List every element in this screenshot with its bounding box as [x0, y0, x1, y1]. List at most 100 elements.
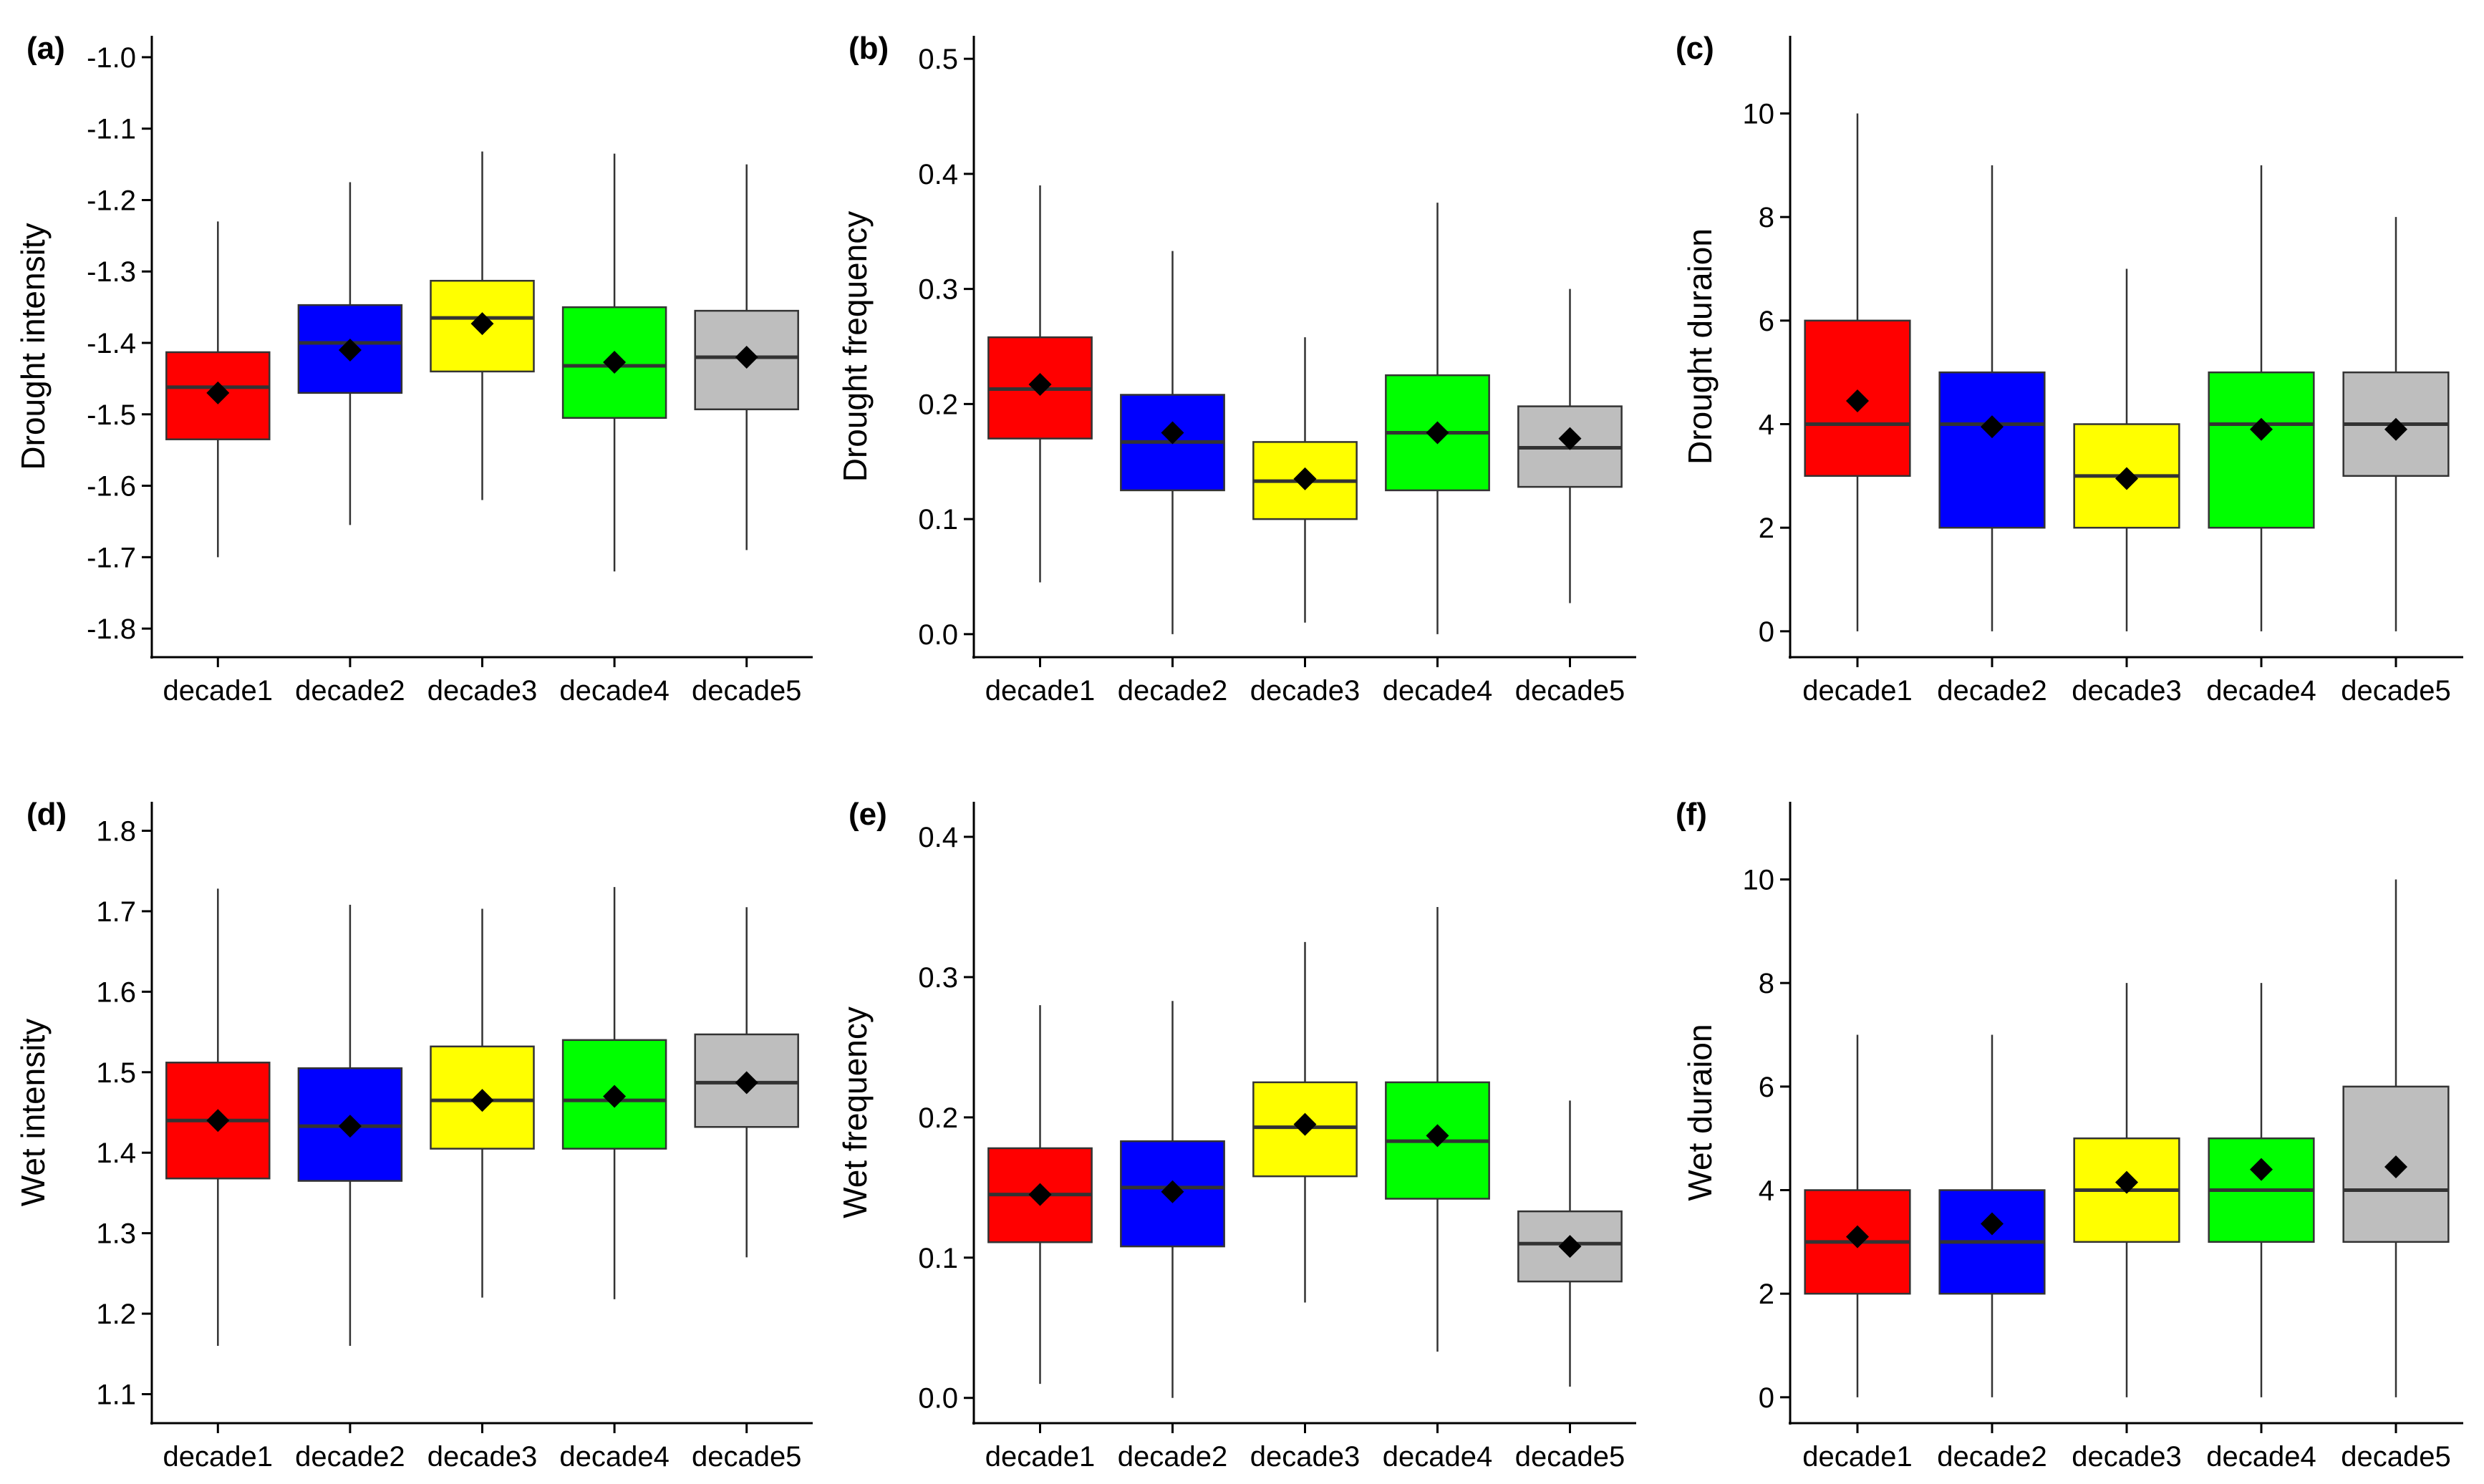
box-decade1 [987, 185, 1093, 583]
mean-marker [2115, 467, 2138, 490]
x-tick-label: decade4 [559, 1441, 669, 1473]
x-tick-label: decade4 [1383, 675, 1492, 707]
box-iqr [2208, 371, 2315, 529]
box-decade4 [561, 887, 667, 1299]
box-iqr [694, 1033, 799, 1128]
mean-marker [1426, 421, 1449, 445]
x-tick-label: decade3 [2072, 1441, 2181, 1473]
mean-marker [735, 1071, 758, 1095]
mean-marker [2384, 417, 2407, 441]
x-tick-label: decade3 [1250, 675, 1360, 707]
x-tick-label: decade4 [559, 675, 669, 707]
box-decade5 [694, 907, 799, 1258]
y-tick-label: 0.1 [918, 504, 958, 535]
x-tick-label: decade5 [1515, 1441, 1625, 1473]
box-decade4 [2208, 983, 2315, 1397]
box-iqr [1938, 371, 2046, 529]
panel-2: 0.0 0.1 0.2 0.3 0.4 0.5 decade1 decade2 decade3 d… [836, 31, 1636, 707]
y-tick-label: 1.6 [96, 976, 136, 1008]
y-tick-label: 0.2 [918, 389, 958, 420]
y-tick-label: 0.0 [918, 1383, 958, 1415]
y-tick-label: 0.1 [918, 1243, 958, 1274]
x-tick-label: decade5 [692, 1441, 801, 1473]
box-decade3 [2073, 268, 2180, 631]
x-tick-label: decade5 [1515, 675, 1625, 707]
y-tick-label: -1.8 [87, 614, 136, 645]
y-tick-label: 2 [1759, 513, 1774, 544]
panel-letter: (f) [1676, 797, 1707, 832]
y-tick-label: 1.2 [96, 1299, 136, 1330]
box-decade4 [1385, 906, 1490, 1352]
y-tick-label: 0.0 [918, 619, 958, 651]
x-tick-label: decade1 [1802, 1441, 1912, 1473]
box-decade5 [1517, 288, 1623, 603]
x-tick-label: decade1 [985, 675, 1095, 707]
box-decade2 [1120, 251, 1225, 634]
y-tick-label: 4 [1759, 409, 1774, 441]
mean-marker [1981, 1212, 2004, 1236]
box-decade1 [1804, 113, 1911, 631]
x-tick-label: decade5 [2341, 1441, 2450, 1473]
y-tick-label: 0.2 [918, 1102, 958, 1134]
y-tick-label: -1.3 [87, 256, 136, 288]
mean-marker [2384, 1155, 2407, 1178]
mean-marker [1558, 427, 1582, 450]
mean-marker [1028, 1183, 1052, 1206]
box-decade3 [2073, 983, 2180, 1397]
x-tick-label: decade1 [163, 675, 273, 707]
x-tick-label: decade2 [1937, 675, 2046, 707]
y-tick-label: 0.4 [918, 159, 958, 190]
y-tick-label: 1.8 [96, 815, 136, 847]
box-decade3 [1252, 337, 1358, 623]
y-tick-label: 1.4 [96, 1138, 136, 1169]
y-tick-label: 1.1 [96, 1379, 136, 1411]
y-tick-label: 8 [1759, 202, 1774, 233]
y-tick-label: 10 [1743, 865, 1775, 896]
y-axis-title: Wet duraion [1681, 1024, 1719, 1201]
y-tick-label: 4 [1759, 1175, 1774, 1207]
box-decade1 [1804, 1034, 1911, 1397]
y-axis-title: Drought duraion [1681, 228, 1719, 465]
mean-marker [2250, 1158, 2273, 1181]
panel-3: 0 2 4 6 8 10 decade1 decade2 decade3 decade4 decad… [1676, 31, 2463, 707]
panel-6: 0 2 4 6 8 10 decade1 decade2 decade3 decade4 decad… [1676, 797, 2463, 1473]
x-tick-label: decade3 [427, 1441, 537, 1473]
y-tick-label: -1.1 [87, 114, 136, 145]
box-decade4 [2208, 165, 2315, 631]
y-axis-title: Wet frequency [836, 1007, 874, 1218]
box-decade4 [1385, 203, 1490, 634]
panel-letter: (d) [26, 797, 67, 832]
mean-marker [1558, 1235, 1582, 1259]
mean-marker [1161, 1180, 1184, 1203]
mean-marker [470, 1089, 494, 1112]
panel-4: 1.1 1.2 1.3 1.4 1.5 1.6 1.7 1.8 decade1 decade2 de… [14, 797, 813, 1473]
mean-marker [1426, 1124, 1449, 1148]
box-decade3 [1252, 941, 1358, 1303]
panel-letter: (a) [26, 31, 65, 66]
mean-marker [1028, 373, 1052, 397]
y-tick-label: 0 [1759, 616, 1774, 648]
y-tick-label: 10 [1743, 99, 1775, 130]
box-decade2 [297, 904, 403, 1347]
mean-marker [1846, 1225, 1869, 1248]
y-tick-label: 0 [1759, 1382, 1774, 1414]
box-decade1 [165, 221, 271, 558]
y-tick-label: -1.7 [87, 542, 136, 573]
x-tick-label: decade4 [2206, 1441, 2316, 1473]
mean-marker [1981, 415, 2004, 439]
x-tick-label: decade2 [1118, 1441, 1227, 1473]
y-tick-label: 1.7 [96, 896, 136, 928]
x-tick-label: decade3 [427, 675, 537, 707]
y-tick-label: -1.2 [87, 185, 136, 216]
mean-marker [470, 312, 494, 336]
x-tick-label: decade1 [985, 1441, 1095, 1473]
box-decade2 [1120, 1001, 1225, 1398]
panel-5: 0.0 0.1 0.2 0.3 0.4 decade1 decade2 decade3 deca… [836, 797, 1636, 1473]
mean-marker [735, 345, 758, 369]
y-tick-label: 2 [1759, 1279, 1774, 1310]
mean-marker [603, 1085, 627, 1108]
y-axis-title: Drought intensity [14, 223, 52, 470]
mean-marker [1161, 421, 1184, 445]
box-decade5 [694, 164, 799, 551]
